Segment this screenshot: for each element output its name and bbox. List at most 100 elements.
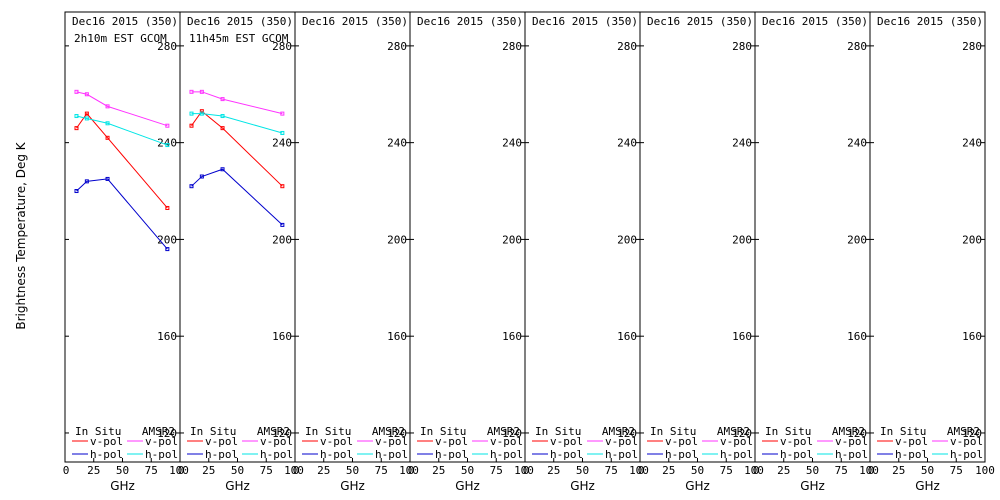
y-tick-label: 280 — [732, 40, 752, 53]
data-point-insitu-h — [189, 184, 194, 189]
panel-title: Dec16 2015 (350) — [187, 15, 293, 28]
legend-insitu-header: In Situ — [190, 425, 236, 438]
legend-amsr2-h-label: h-pol — [835, 448, 868, 461]
legend-amsr2-h-label: h-pol — [720, 448, 753, 461]
x-tick-label: 25 — [662, 464, 675, 477]
series-line-insitu-h — [191, 168, 283, 226]
legend-amsr2-h-label: h-pol — [260, 448, 293, 461]
data-point-amsr2-h — [189, 111, 194, 116]
panel-2: 120 160 200 240 280 0 25 50 75 100 GHz Dec16 2015 (… — [178, 11, 304, 493]
x-tick-label: 25 — [87, 464, 100, 477]
legend-insitu-v-label: v-pol — [90, 435, 123, 448]
legend-amsr2-h-label: h-pol — [145, 448, 178, 461]
y-tick-label: 120 — [617, 427, 637, 440]
x-tick-label: 50 — [806, 464, 819, 477]
y-tick-label: 200 — [387, 233, 407, 246]
x-tick-label: 0 — [63, 464, 70, 477]
x-axis-label: GHz — [800, 479, 825, 493]
x-tick-label: 0 — [753, 464, 760, 477]
x-tick-label: 0 — [408, 464, 415, 477]
x-tick-label: 100 — [514, 464, 534, 477]
panel-title: Dec16 2015 (350) — [877, 15, 983, 28]
x-axis-label: GHz — [225, 479, 250, 493]
x-axis-label: GHz — [455, 479, 480, 493]
legend-amsr2-header: AMSR2 — [832, 425, 865, 438]
x-axis-label: GHz — [685, 479, 710, 493]
data-point-amsr2-h — [84, 116, 89, 121]
legend-insitu-h-label: h-pol — [665, 448, 698, 461]
data-point-amsr2-v — [84, 92, 89, 97]
panel-title: Dec16 2015 (350) — [762, 15, 868, 28]
panel-subtitle: 11h45m EST GCOM — [189, 32, 289, 45]
legend-insitu-header: In Situ — [650, 425, 696, 438]
x-tick-label: 50 — [346, 464, 359, 477]
data-point-amsr2-h — [199, 111, 204, 116]
legend-insitu-v-label: v-pol — [665, 435, 698, 448]
x-axis-label: GHz — [570, 479, 595, 493]
y-tick-label: 200 — [272, 233, 292, 246]
y-tick-label: 280 — [847, 40, 867, 53]
legend-insitu-header: In Situ — [305, 425, 351, 438]
panel-title: Dec16 2015 (350) — [532, 15, 638, 28]
data-point-insitu-v — [165, 205, 170, 210]
x-tick-label: 75 — [145, 464, 158, 477]
data-point-amsr2-v — [220, 97, 225, 102]
y-tick-label: 240 — [962, 137, 982, 150]
data-point-insitu-v — [220, 126, 225, 131]
y-tick-label: 280 — [502, 40, 522, 53]
x-tick-label: 100 — [284, 464, 304, 477]
series-line-insitu-v — [76, 112, 168, 209]
data-point-amsr2-h — [74, 114, 79, 119]
x-tick-label: 75 — [375, 464, 388, 477]
legend-insitu-v-label: v-pol — [320, 435, 353, 448]
data-point-amsr2-v — [189, 89, 194, 94]
y-tick-label: 160 — [387, 330, 407, 343]
y-tick-label: 240 — [732, 137, 752, 150]
y-tick-label: 160 — [962, 330, 982, 343]
panel-title: Dec16 2015 (350) — [417, 15, 523, 28]
x-tick-label: 25 — [202, 464, 215, 477]
legend-insitu-h-label: h-pol — [435, 448, 468, 461]
data-point-amsr2-v — [165, 123, 170, 128]
x-tick-label: 25 — [317, 464, 330, 477]
x-tick-label: 100 — [975, 464, 995, 477]
panel-title: Dec16 2015 (350) — [647, 15, 753, 28]
y-tick-label: 120 — [387, 427, 407, 440]
data-point-amsr2-h — [165, 143, 170, 148]
x-tick-label: 75 — [950, 464, 963, 477]
legend-insitu-header: In Situ — [880, 425, 926, 438]
legend-insitu-h-label: h-pol — [550, 448, 583, 461]
series-line-amsr2-v — [76, 91, 168, 127]
x-tick-label: 100 — [629, 464, 649, 477]
legend-insitu-v-label: v-pol — [205, 435, 238, 448]
x-axis-label: GHz — [340, 479, 365, 493]
y-tick-label: 160 — [847, 330, 867, 343]
legend-amsr2-v-label: v-pol — [145, 435, 178, 448]
panel-8: 120 160 200 240 280 0 25 50 75 100 GHz Dec16 2015 (… — [868, 11, 995, 493]
x-axis-label: GHz — [110, 479, 135, 493]
data-point-insitu-h — [165, 247, 170, 252]
legend-amsr2-h-label: h-pol — [950, 448, 983, 461]
series-line-insitu-v — [191, 110, 283, 187]
data-point-insitu-v — [74, 126, 79, 131]
legend-amsr2-header: AMSR2 — [142, 425, 175, 438]
legend-amsr2-h-label: h-pol — [605, 448, 638, 461]
x-tick-label: 50 — [461, 464, 474, 477]
legend-insitu-h-label: h-pol — [780, 448, 813, 461]
y-tick-label: 160 — [617, 330, 637, 343]
legend-amsr2-h-label: h-pol — [490, 448, 523, 461]
data-point-insitu-h — [220, 167, 225, 172]
x-axis-label: GHz — [915, 479, 940, 493]
x-tick-label: 100 — [169, 464, 189, 477]
data-point-amsr2-h — [220, 114, 225, 119]
legend-amsr2-v-label: v-pol — [490, 435, 523, 448]
data-point-insitu-h — [280, 222, 285, 227]
y-tick-label: 280 — [387, 40, 407, 53]
y-tick-label: 200 — [502, 233, 522, 246]
x-tick-label: 50 — [921, 464, 934, 477]
legend-amsr2-v-label: v-pol — [720, 435, 753, 448]
y-tick-label: 280 — [617, 40, 637, 53]
series-line-amsr2-h — [76, 115, 168, 146]
y-tick-label: 160 — [502, 330, 522, 343]
